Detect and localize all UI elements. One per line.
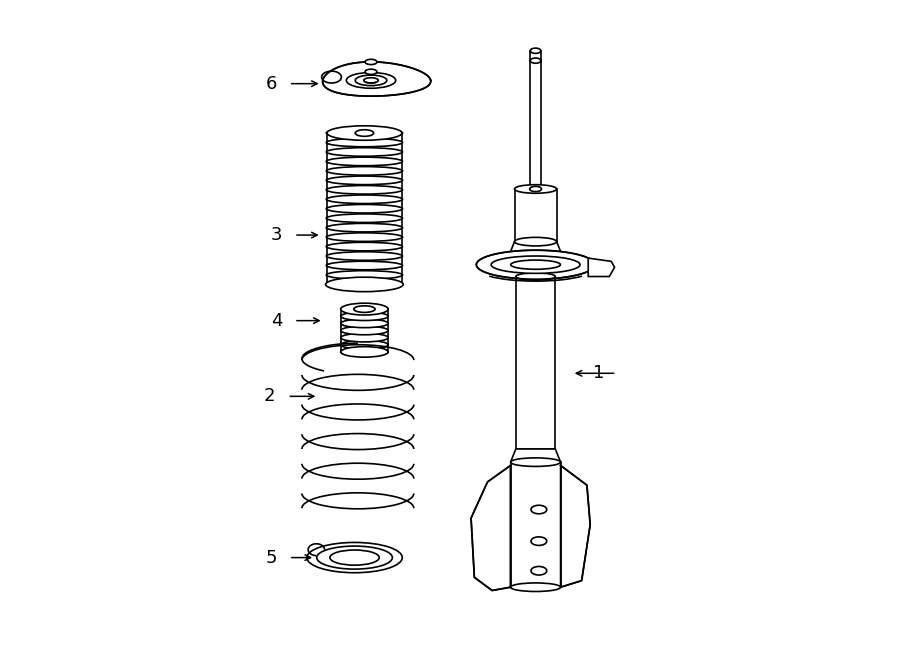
Ellipse shape [341, 346, 388, 357]
Ellipse shape [327, 167, 402, 175]
Ellipse shape [326, 277, 403, 292]
Ellipse shape [516, 273, 555, 280]
Text: 5: 5 [266, 549, 277, 566]
Ellipse shape [515, 237, 556, 246]
Ellipse shape [354, 306, 375, 313]
Polygon shape [510, 449, 561, 462]
Ellipse shape [327, 204, 402, 213]
Polygon shape [515, 189, 556, 242]
Polygon shape [589, 258, 615, 276]
Polygon shape [516, 276, 555, 449]
Ellipse shape [327, 157, 402, 166]
Ellipse shape [356, 130, 373, 136]
Ellipse shape [531, 566, 547, 575]
Text: 3: 3 [271, 226, 283, 244]
Text: 2: 2 [264, 387, 275, 405]
Ellipse shape [510, 583, 561, 592]
Ellipse shape [327, 186, 402, 194]
Ellipse shape [317, 546, 392, 569]
Ellipse shape [327, 261, 402, 270]
Polygon shape [530, 51, 541, 61]
Ellipse shape [327, 129, 402, 137]
Ellipse shape [327, 233, 402, 241]
Ellipse shape [510, 458, 561, 467]
Ellipse shape [327, 243, 402, 251]
Ellipse shape [327, 147, 402, 156]
Polygon shape [561, 465, 590, 587]
Ellipse shape [510, 260, 561, 269]
Text: 1: 1 [593, 364, 605, 382]
Text: 4: 4 [271, 311, 283, 330]
Polygon shape [322, 62, 431, 96]
Ellipse shape [364, 78, 378, 83]
Ellipse shape [307, 543, 402, 572]
Polygon shape [510, 462, 561, 587]
Ellipse shape [530, 48, 541, 54]
Ellipse shape [341, 333, 388, 342]
Ellipse shape [341, 327, 388, 334]
Ellipse shape [327, 214, 402, 223]
Ellipse shape [327, 126, 402, 140]
Ellipse shape [346, 73, 396, 89]
Ellipse shape [327, 223, 402, 232]
Ellipse shape [365, 69, 377, 75]
Polygon shape [476, 251, 595, 279]
Ellipse shape [491, 256, 580, 274]
Ellipse shape [341, 312, 388, 321]
Ellipse shape [531, 505, 547, 514]
Ellipse shape [530, 58, 541, 63]
Ellipse shape [365, 59, 377, 65]
Ellipse shape [341, 340, 388, 349]
Ellipse shape [531, 537, 547, 545]
Polygon shape [508, 242, 563, 258]
Ellipse shape [327, 195, 402, 204]
Ellipse shape [327, 252, 402, 260]
Ellipse shape [327, 176, 402, 184]
Ellipse shape [327, 280, 402, 289]
Ellipse shape [341, 305, 388, 313]
Ellipse shape [330, 550, 379, 565]
Polygon shape [529, 61, 542, 189]
Ellipse shape [327, 271, 402, 279]
Ellipse shape [327, 138, 402, 147]
Ellipse shape [515, 184, 556, 193]
Text: 6: 6 [266, 75, 277, 93]
Ellipse shape [341, 348, 388, 356]
Ellipse shape [341, 319, 388, 328]
Polygon shape [471, 465, 510, 590]
Ellipse shape [341, 303, 388, 315]
Ellipse shape [356, 75, 387, 86]
Ellipse shape [529, 186, 542, 192]
